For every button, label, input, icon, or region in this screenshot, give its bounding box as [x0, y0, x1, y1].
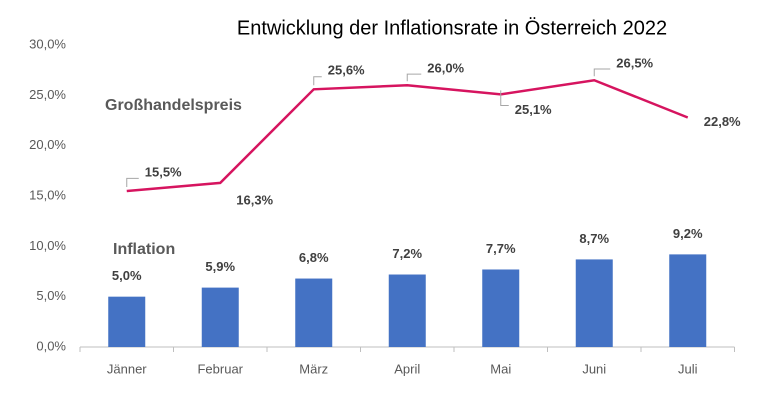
- bar: [388, 274, 426, 347]
- bar: [295, 278, 333, 347]
- value-label: 25,1%: [515, 102, 552, 117]
- x-tick-label: Mai: [490, 361, 511, 376]
- x-tick-label: Juni: [582, 361, 606, 376]
- y-tick-label: 20,0%: [29, 137, 66, 152]
- leader-line: [406, 73, 422, 82]
- x-tick-label: Jänner: [107, 361, 147, 376]
- series-label: Großhandelspreis: [105, 97, 242, 114]
- value-label: 6,8%: [299, 250, 329, 265]
- line: [126, 78, 689, 193]
- y-tick-label: 0,0%: [36, 338, 66, 353]
- value-label: 8,7%: [579, 231, 609, 246]
- y-tick-label: 25,0%: [29, 87, 66, 102]
- leader-line: [593, 68, 611, 77]
- y-tick-label: 10,0%: [29, 238, 66, 253]
- value-label: 26,0%: [427, 61, 464, 76]
- x-tick-label: April: [394, 361, 420, 376]
- bar: [575, 259, 613, 347]
- value-label: 25,6%: [328, 63, 365, 78]
- value-label: 26,5%: [616, 56, 653, 71]
- leader-line: [126, 177, 139, 187]
- value-label: 9,2%: [673, 226, 703, 241]
- value-label: 15,5%: [145, 164, 182, 179]
- series-label: Inflation: [113, 241, 175, 258]
- x-tick-label: Februar: [197, 361, 243, 376]
- value-label: 5,0%: [112, 268, 142, 283]
- y-tick-label: 5,0%: [36, 288, 66, 303]
- value-label: 7,7%: [486, 241, 516, 256]
- value-label: 5,9%: [205, 259, 235, 274]
- chart-title: Entwicklung der Inflationsrate in Österr…: [237, 17, 667, 39]
- value-label: 16,3%: [236, 192, 273, 207]
- y-tick-label: 15,0%: [29, 187, 66, 202]
- leader-line: [313, 76, 322, 86]
- bar: [669, 254, 707, 347]
- x-tick-label: März: [299, 361, 328, 376]
- x-tick-label: Juli: [678, 361, 698, 376]
- bar: [108, 296, 146, 347]
- leader-line: [500, 90, 509, 107]
- value-label: 7,2%: [392, 246, 422, 261]
- bar: [482, 269, 520, 347]
- value-label: 22,8%: [704, 114, 741, 129]
- bar: [201, 287, 239, 347]
- y-tick-label: 30,0%: [29, 36, 66, 51]
